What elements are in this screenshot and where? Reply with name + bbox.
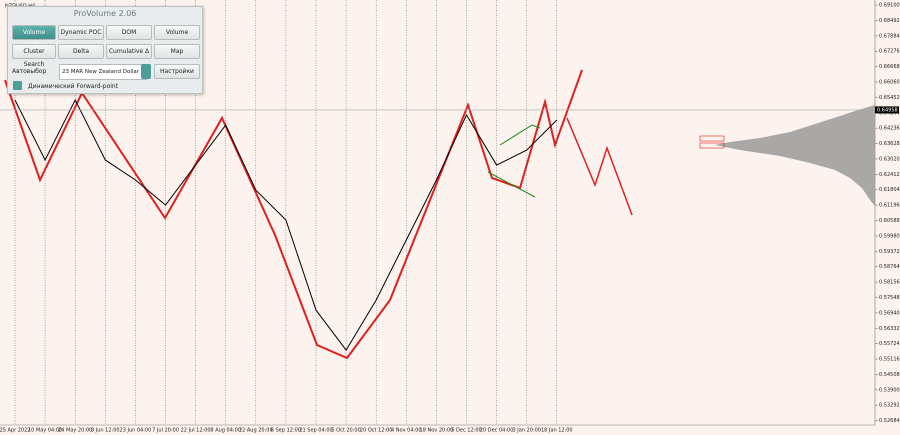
panel-title: ProVolume 2.06 — [73, 9, 137, 18]
button[interactable]: Volume Profile — [12, 25, 56, 49]
y-tick-label: 0.54508 — [879, 372, 900, 378]
x-tick-label: 8 Jun 12:00 — [91, 428, 120, 434]
y-tick-label: 0.63628 — [879, 141, 900, 147]
button[interactable]: Volume — [154, 25, 200, 40]
x-tick-label: 3 Jan 20:00 — [512, 428, 540, 434]
y-tick-label: 0.61804 — [879, 187, 900, 193]
price-box — [875, 106, 899, 114]
x-tick-label: 6 Sep 12:00 — [271, 428, 301, 434]
y-tick-label: 0.68492 — [879, 18, 900, 24]
volume-profile — [715, 105, 875, 206]
forecast-line — [566, 117, 633, 216]
y-tick-label: 0.55116 — [879, 357, 900, 363]
y-tick-label: 0.58764 — [879, 264, 900, 270]
price-line — [14, 98, 558, 351]
y-tick-label: 0.66668 — [879, 64, 900, 70]
x-tick-label: 7 Jul 20:00 — [152, 428, 179, 434]
x-tick-label: 18 Nov 20:00 — [420, 428, 454, 434]
y-tick-label: 0.58156 — [879, 280, 900, 286]
y-tick-label: 0.66060 — [879, 80, 900, 86]
button[interactable]: Delta — [58, 44, 104, 59]
y-tick-label: 0.59372 — [879, 249, 900, 255]
level-box — [699, 135, 725, 142]
y-tick-label: 0.60588 — [879, 218, 900, 224]
button[interactable]: DOM — [106, 25, 152, 40]
y-tick-label: 0.55724 — [879, 341, 900, 347]
checkbox-label[interactable]: Автовыбор — [12, 68, 47, 75]
forward-label[interactable]: Динамический Forward-point — [28, 83, 119, 90]
zigzag — [4, 69, 583, 360]
x-tick-label: 10 May 04:00 — [28, 428, 62, 434]
y-tick-label: 0.64236 — [879, 126, 900, 132]
y-tick-label: 0.63020 — [879, 156, 900, 162]
y-tick-label: 0.62412 — [879, 172, 900, 178]
y-tick-label: 0.69100 — [879, 3, 900, 9]
x-tick-label: 20 Oct 12:00 — [360, 428, 393, 434]
y-tick-label: 0.53292 — [879, 403, 900, 409]
x-tick-label: 8 Aug 04:00 — [210, 428, 241, 434]
forward-icon[interactable] — [13, 81, 22, 90]
x-tick-label: 25 Apr 2022 — [0, 428, 30, 434]
x-tick-label: 21 Sep 04:00 — [299, 428, 332, 434]
y-tick-label: 0.57548 — [879, 295, 900, 301]
y-tick-label: 0.65452 — [879, 95, 900, 101]
dropdown-button[interactable] — [141, 64, 151, 79]
button[interactable]: Dynamic POC — [58, 25, 104, 40]
instrument-select[interactable]: 23 MAR New Zealand Dollar — [59, 64, 147, 80]
x-tick-label: 24 May 20:00 — [58, 428, 92, 434]
x-tick-label: 23 Jun 04:00 — [120, 428, 152, 434]
level-box — [699, 142, 725, 149]
y-tick-label: 0.56332 — [879, 326, 900, 332]
y-tick-label: 0.59980 — [879, 233, 900, 239]
x-tick-label: 22 Jul 12:00 — [181, 428, 211, 434]
button[interactable]: Cumulative Δ — [106, 44, 152, 59]
wedge-line — [499, 124, 541, 146]
provolume-panel: ProVolume 2.06 Volume Profile Dynamic PO… — [7, 6, 203, 94]
y-tick-label: 0.53900 — [879, 387, 900, 393]
x-tick-label: 4 Nov 04:00 — [391, 428, 422, 434]
button[interactable]: Настройки — [154, 64, 200, 79]
x-tick-label: 18 Jan 12:00 — [541, 428, 573, 434]
x-tick-label: 5 Oct 20:00 — [331, 428, 360, 434]
current-price-label: 0.64958 — [877, 107, 898, 113]
button[interactable]: Map — [154, 44, 200, 59]
y-tick-label: 0.67276 — [879, 49, 900, 55]
x-tick-label: 22 Aug 20:00 — [239, 428, 273, 434]
button[interactable]: Cluster Search — [12, 44, 56, 68]
y-tick-label: 0.67884 — [879, 33, 900, 39]
y-tick-label: 0.52684 — [879, 418, 900, 424]
y-tick-label: 0.61196 — [879, 203, 900, 209]
x-tick-label: 20 Dec 04:00 — [480, 428, 514, 434]
wedge-line — [487, 171, 536, 198]
x-tick-label: 5 Dec 12:00 — [451, 428, 481, 434]
y-tick-label: 0.56940 — [879, 310, 900, 316]
